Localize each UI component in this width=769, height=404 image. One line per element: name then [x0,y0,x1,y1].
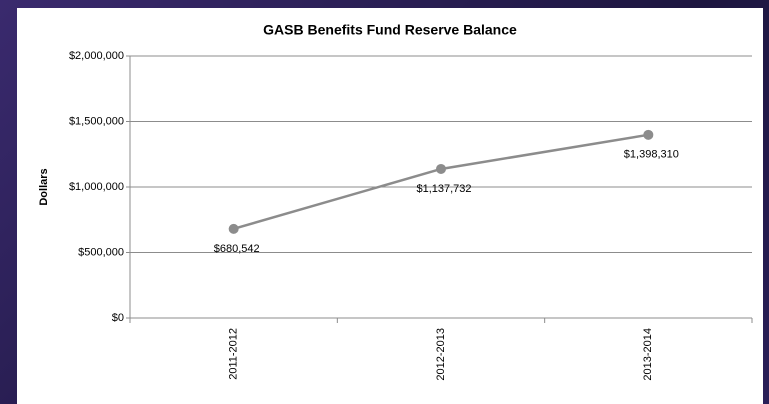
y-axis-label: Dollars [38,168,50,205]
y-tick-label: $1,500,000 [69,115,124,127]
y-tick-label: $2,000,000 [69,50,124,62]
x-tick-label: 2011-2012 [228,328,240,380]
chart-title: GASB Benefits Fund Reserve Balance [263,22,517,38]
y-tick-label: $0 [112,312,124,324]
chart-background [17,8,763,404]
y-tick-label: $1,000,000 [69,181,124,193]
marker [436,163,446,174]
x-tick-label: 2013-2014 [642,328,654,381]
marker [228,223,239,234]
data-label: $1,398,310 [624,149,679,161]
data-label: $1,137,732 [416,183,471,195]
y-tick-label: $500,000 [78,246,124,258]
marker [643,129,654,140]
data-label: $680,542 [214,243,260,255]
x-tick-label: 2012-2013 [435,328,447,381]
